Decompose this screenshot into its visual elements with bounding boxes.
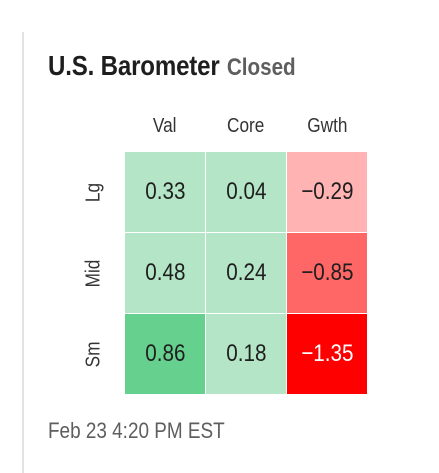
cell-mid-growth[interactable]: −0.85: [287, 233, 367, 313]
cell-large-value[interactable]: 0.33: [125, 152, 205, 232]
cell-small-core[interactable]: 0.18: [206, 314, 286, 394]
cell-mid-value[interactable]: 0.48: [125, 233, 205, 313]
column-header-value: Val: [153, 115, 177, 137]
last-updated-timestamp: Feb 23 4:20 PM EST: [48, 418, 225, 443]
widget-header: U.S. Barometer Closed: [48, 50, 296, 82]
cell-large-core[interactable]: 0.04: [206, 152, 286, 232]
style-box-grid: 0.33 0.04 −0.29 0.48 0.24 −0.85 0.86 0.1…: [125, 152, 367, 394]
market-status: Closed: [226, 54, 296, 81]
column-header-core: Core: [227, 115, 265, 137]
cell-mid-core[interactable]: 0.24: [206, 233, 286, 313]
cell-large-growth[interactable]: −0.29: [287, 152, 367, 232]
widget-title: U.S. Barometer: [48, 50, 220, 81]
left-divider: [22, 32, 24, 473]
column-header-growth: Gwth: [306, 115, 348, 137]
row-header-large: Lg: [82, 182, 105, 202]
row-header-small: Sm: [82, 341, 105, 367]
row-header-mid: Mid: [82, 259, 105, 287]
cell-small-value[interactable]: 0.86: [125, 314, 205, 394]
cell-small-growth[interactable]: −1.35: [287, 314, 367, 394]
